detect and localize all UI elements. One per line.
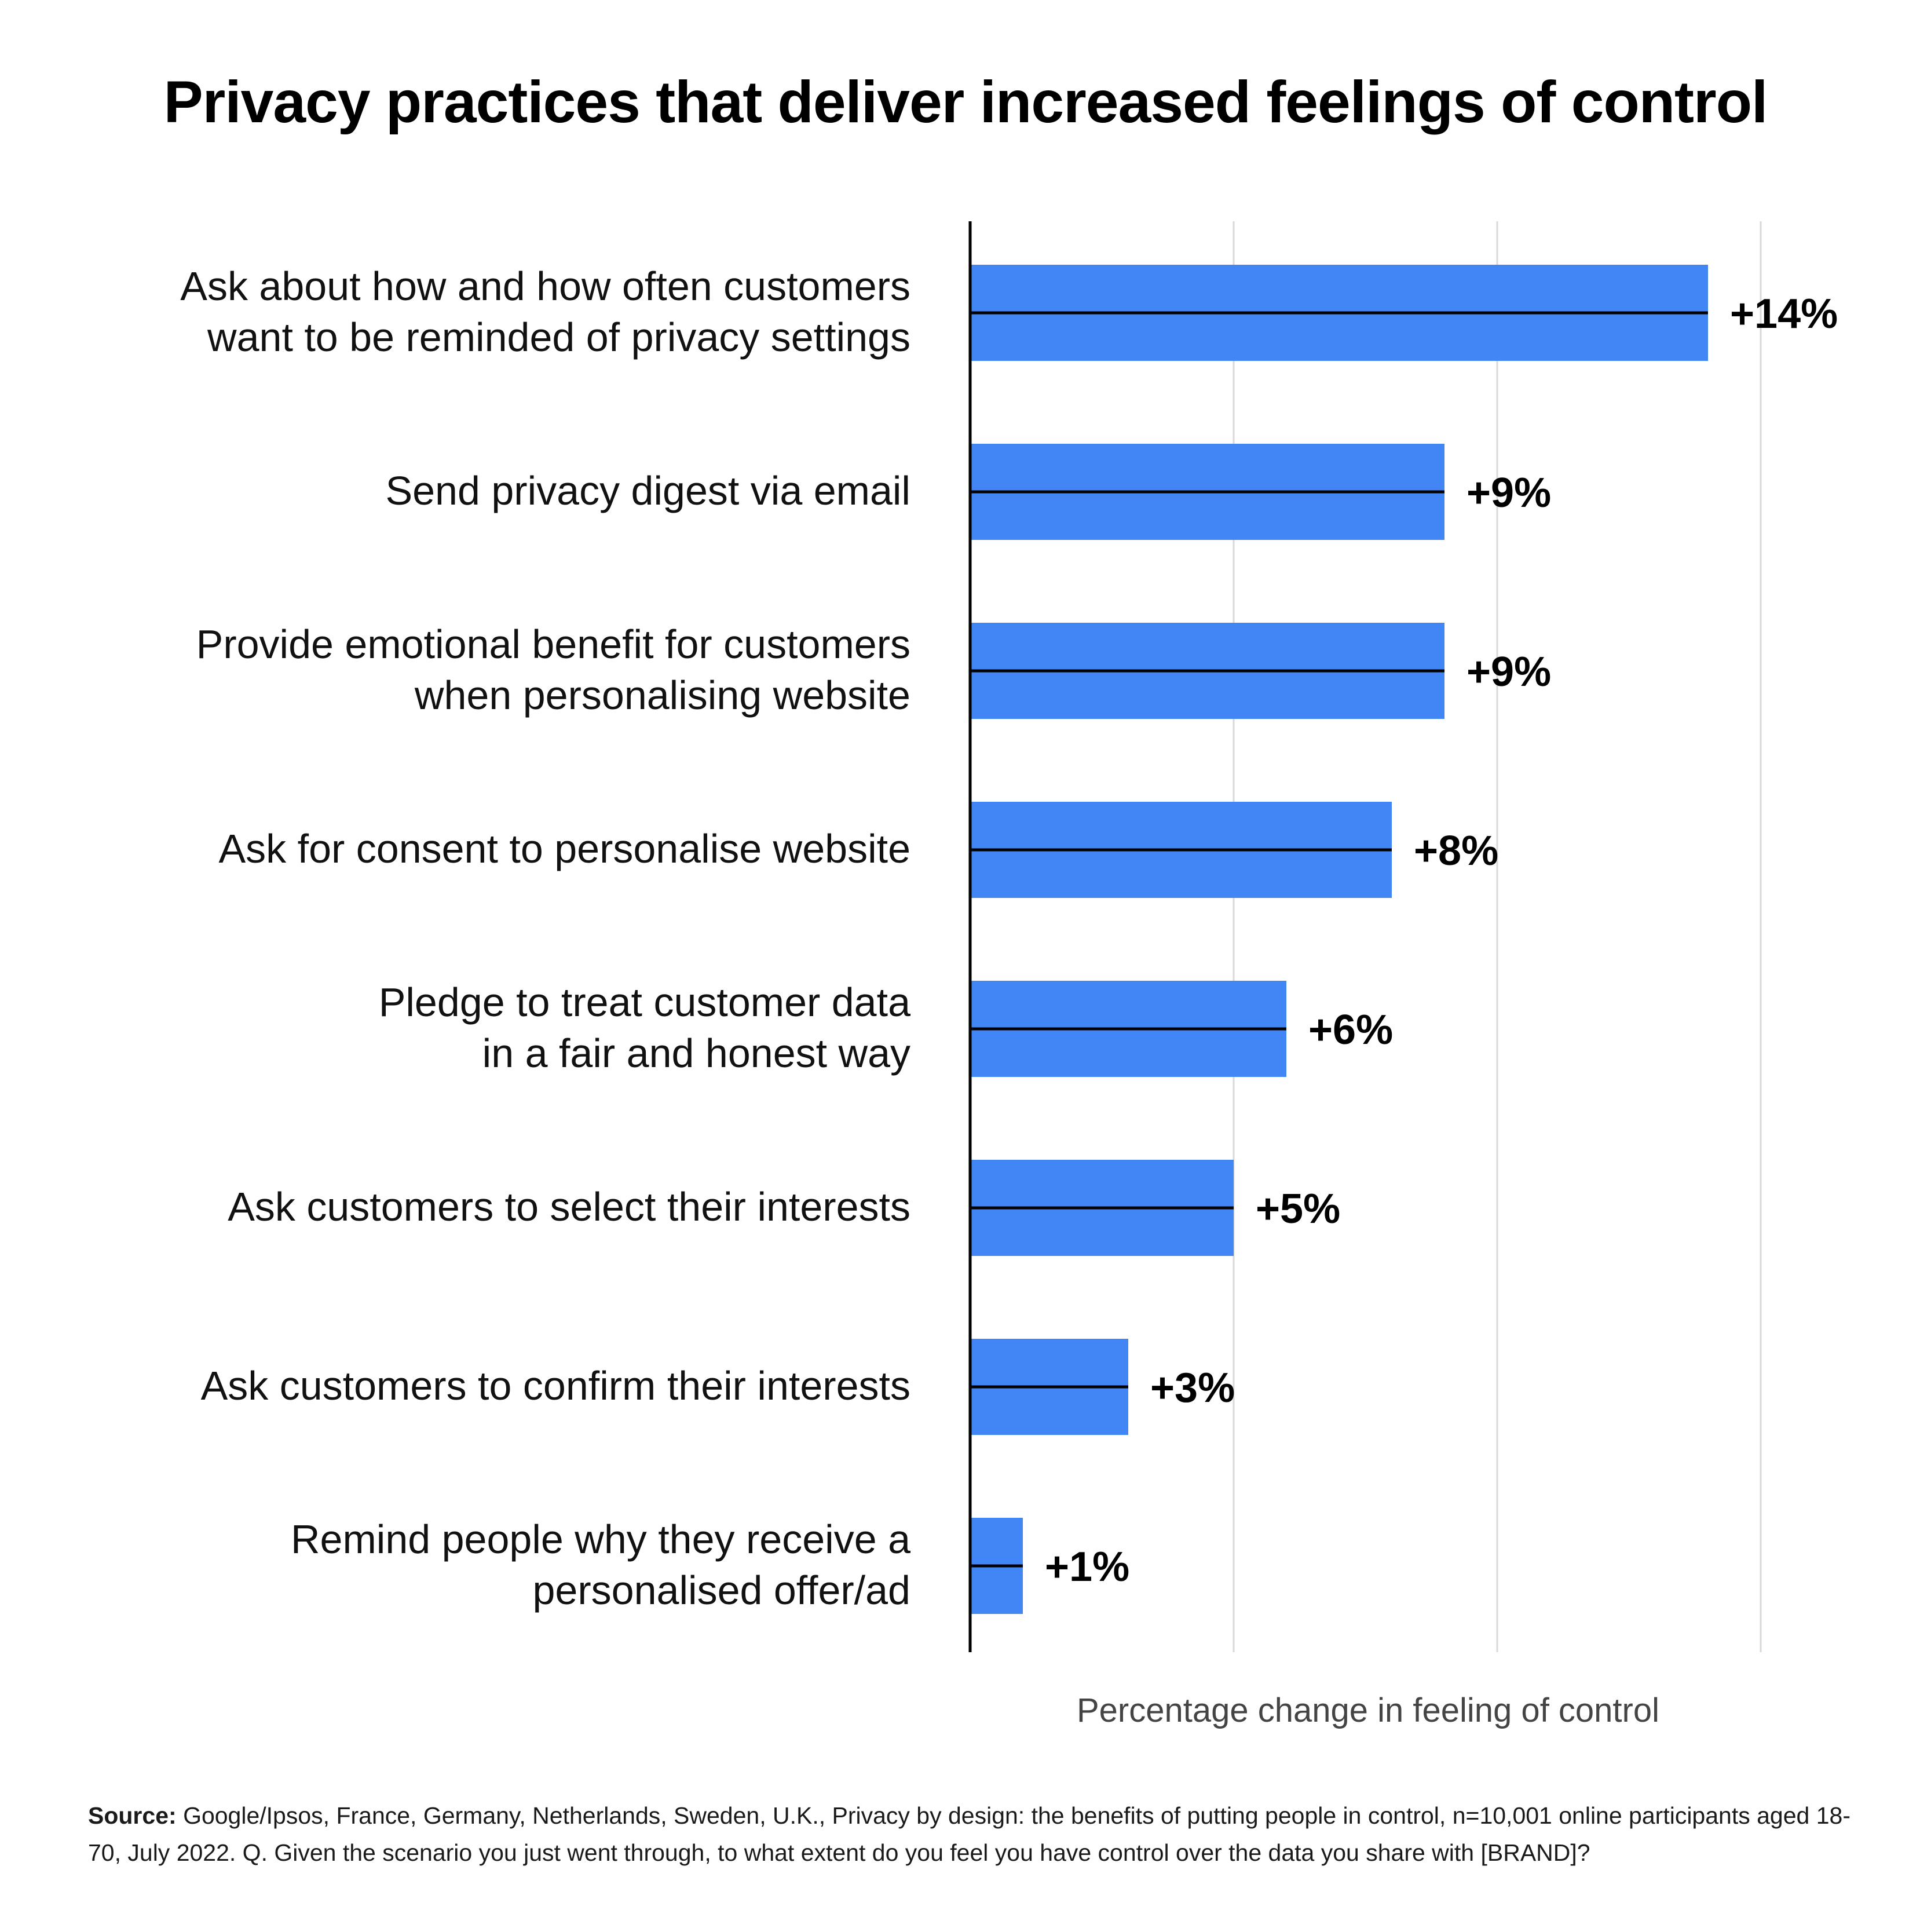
value-label: +8% [1414,828,1498,874]
category-label: Remind people why they receive a [291,1517,910,1562]
category-label: in a fair and honest way [482,1031,910,1076]
category-label: Ask customers to confirm their interests [201,1363,910,1408]
value-label: +9% [1466,649,1551,695]
source-label: Source: [88,1802,177,1829]
gridlines [1233,221,1762,1652]
category-label: want to be reminded of privacy settings [207,315,910,360]
value-labels: +14% +9% +9% +8% +6% +5% +3% +1% [1045,291,1838,1590]
source-text: Google/Ipsos, France, Germany, Netherlan… [88,1802,1850,1866]
value-label: +3% [1150,1365,1235,1411]
category-label: when personalising website [414,673,910,718]
value-label: +9% [1466,470,1551,516]
category-label: Ask customers to select their interests [228,1184,910,1229]
value-label: +5% [1256,1186,1340,1232]
source-note: Source: Google/Ipsos, France, Germany, N… [88,1797,1860,1871]
category-label: personalised offer/ad [533,1568,911,1613]
category-label: Provide emotional benefit for customers [196,622,910,667]
category-label: Ask about how and how often customers [180,264,910,309]
x-axis-label: Percentage change in feeling of control [1077,1692,1659,1729]
bars [970,265,1708,1614]
value-label: +14% [1730,291,1838,337]
category-label: Pledge to treat customer data [379,980,910,1025]
value-label: +1% [1045,1544,1129,1590]
chart-title: Privacy practices that deliver increased… [163,69,1768,135]
value-label: +6% [1308,1007,1393,1053]
category-label: Ask for consent to personalise website [218,826,910,871]
category-labels: Ask about how and how often customers wan… [180,264,910,1613]
category-label: Send privacy digest via email [385,468,910,513]
